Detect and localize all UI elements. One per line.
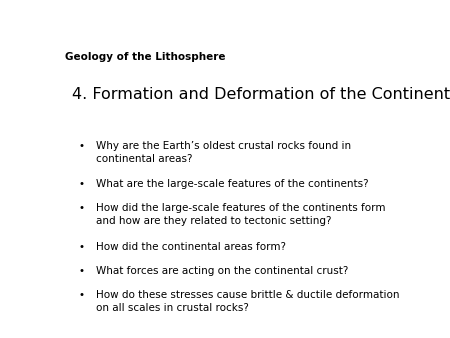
Text: How did the continental areas form?: How did the continental areas form? [96, 242, 286, 252]
Text: What are the large-scale features of the continents?: What are the large-scale features of the… [96, 179, 369, 189]
Text: •: • [79, 203, 85, 214]
Text: •: • [79, 242, 85, 252]
Text: What forces are acting on the continental crust?: What forces are acting on the continenta… [96, 266, 349, 276]
Text: How did the large-scale features of the continents form
and how are they related: How did the large-scale features of the … [96, 203, 386, 226]
Text: Why are the Earth’s oldest crustal rocks found in
continental areas?: Why are the Earth’s oldest crustal rocks… [96, 141, 351, 164]
Text: •: • [79, 179, 85, 189]
Text: •: • [79, 266, 85, 276]
Text: 4. Formation and Deformation of the Continental Crust: 4. Formation and Deformation of the Cont… [72, 88, 450, 102]
Text: •: • [79, 141, 85, 151]
Text: How do these stresses cause brittle & ductile deformation
on all scales in crust: How do these stresses cause brittle & du… [96, 290, 400, 313]
Text: •: • [79, 290, 85, 300]
Text: Geology of the Lithosphere: Geology of the Lithosphere [65, 52, 225, 62]
